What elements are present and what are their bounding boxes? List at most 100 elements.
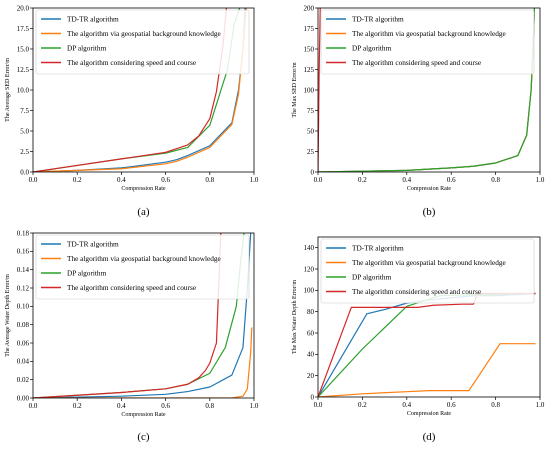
y-tick-label: 50 — [307, 127, 315, 135]
x-tick-label: 0.0 — [314, 401, 323, 409]
legend-label-1: TD-TR algorithm — [352, 244, 404, 253]
x-tick-label: 0.8 — [491, 401, 500, 409]
series-line-2 — [318, 343, 536, 397]
y-tick-label: 0.00 — [17, 394, 30, 402]
y-tick-label: 15.0 — [17, 45, 30, 53]
x-tick-label: 0.8 — [205, 176, 214, 184]
x-tick-label: 0.0 — [314, 176, 323, 184]
legend-label-3: DP algorithm — [352, 273, 392, 282]
chart-svg-d: 0.0 0.2 0.4 0.6 0.8 1.0 0 20 40 60 80 100 120 140 Comp… — [292, 236, 545, 443]
x-tick-label: 0.0 — [29, 176, 38, 184]
x-tick-label: 1.0 — [250, 402, 259, 410]
legend-label-2: The algorithm via geospatial background … — [352, 258, 506, 267]
legend-box — [35, 9, 250, 75]
x-tick-label: 0.4 — [402, 176, 411, 184]
y-tick-label: 12.5 — [17, 66, 30, 74]
y-tick-label: 0.16 — [17, 248, 30, 256]
legend-label-4: The algorithm considering speed and cour… — [352, 58, 481, 67]
y-tick-label: 25 — [307, 148, 315, 156]
chart-svg-c: 0.0 0.2 0.4 0.6 0.8 1.0 0.00 0.02 0.04 0.06 0.08 0.… — [5, 229, 259, 443]
chart-panel-c: 0.0 0.2 0.4 0.6 0.8 1.0 0.00 0.02 0.04 0.06 0.08 0.… — [0, 225, 275, 449]
legend-label-3: DP algorithm — [352, 44, 392, 53]
legend-label-1: TD-TR algorithm — [67, 240, 119, 249]
y-tick-label: 150 — [304, 45, 315, 53]
legend-label-2: The algorithm via geospatial background … — [352, 29, 506, 38]
legend-label-1: TD-TR algorithm — [67, 15, 119, 24]
x-axis-title: Compression Rate — [121, 186, 165, 192]
y-tick-label: 0.06 — [17, 339, 30, 347]
panel-label: (d) — [423, 431, 436, 443]
y-tick-label: 175 — [304, 25, 315, 33]
chart-svg-a: 0.0 0.2 0.4 0.6 0.8 1.0 0.0 2.5 5.0 7.5 10.0 12.5 15… — [5, 4, 259, 218]
y-axis-title: The Max Water Depth Error/m — [292, 280, 298, 354]
y-tick-label: 0.08 — [17, 321, 30, 329]
chart-svg-b: 0.0 0.2 0.4 0.6 0.8 1.0 0 25 50 75 100 125 150 175 200… — [292, 4, 545, 218]
y-tick-label: 0.14 — [17, 266, 30, 274]
x-tick-label: 0.4 — [402, 401, 411, 409]
legend-label-4: The algorithm considering speed and cour… — [67, 58, 196, 67]
y-tick-label: 20 — [307, 372, 315, 380]
y-tick-label: 10.0 — [17, 86, 30, 94]
x-tick-label: 0.6 — [161, 402, 170, 410]
y-tick-label: 2.5 — [20, 148, 29, 156]
y-tick-label: 125 — [304, 66, 315, 74]
y-tick-label: 200 — [304, 4, 315, 12]
legend-label-4: The algorithm considering speed and cour… — [352, 287, 481, 296]
y-axis-title: The Average Water Depth Error/m — [5, 274, 11, 357]
plot-frame — [317, 236, 541, 398]
x-tick-label: 1.0 — [536, 401, 545, 409]
x-tick-label: 0.2 — [73, 176, 82, 184]
x-tick-label: 0.6 — [447, 176, 456, 184]
y-tick-label: 17.5 — [17, 25, 30, 33]
panel-label: (c) — [137, 431, 150, 443]
panel-label: (a) — [137, 206, 150, 218]
plot-frame — [32, 232, 255, 399]
series-group — [318, 292, 536, 397]
series-line-2 — [33, 327, 253, 398]
y-tick-label: 5.0 — [20, 127, 29, 135]
y-tick-label: 140 — [304, 244, 315, 252]
y-tick-label: 0.18 — [17, 229, 30, 237]
series-line-1 — [33, 233, 252, 398]
y-tick-label: 40 — [307, 351, 315, 359]
chart-panel-d: 0.0 0.2 0.4 0.6 0.8 1.0 0 20 40 60 80 100 120 140 Comp… — [275, 225, 550, 449]
y-tick-label: 0.0 — [20, 168, 29, 176]
x-tick-label: 1.0 — [250, 176, 259, 184]
chart-panel-a: 0.0 0.2 0.4 0.6 0.8 1.0 0.0 2.5 5.0 7.5 10.0 12.5 15… — [0, 0, 275, 224]
x-tick-label: 0.0 — [29, 402, 38, 410]
legend-label-3: DP algorithm — [67, 269, 107, 278]
y-axis-title: The Max SED Error/m — [292, 62, 298, 117]
x-tick-label: 0.2 — [358, 176, 367, 184]
legend-label-2: The algorithm via geospatial background … — [67, 29, 221, 38]
y-tick-label: 75 — [307, 107, 315, 115]
x-tick-label: 0.4 — [117, 176, 126, 184]
x-tick-label: 0.8 — [205, 402, 214, 410]
panel-label: (b) — [423, 206, 436, 218]
legend-label-4: The algorithm considering speed and cour… — [67, 283, 196, 292]
x-axis-title: Compression Rate — [121, 412, 165, 418]
x-tick-label: 1.0 — [536, 176, 545, 184]
series-line-2 — [33, 8, 247, 172]
y-tick-label: 100 — [304, 86, 315, 94]
y-tick-label: 0 — [311, 168, 315, 176]
y-axis-title: The Average SED Error/m — [5, 58, 11, 122]
legend-label-1: TD-TR algorithm — [352, 15, 404, 24]
legend-box — [320, 238, 535, 304]
x-axis-title: Compression Rate — [407, 186, 451, 192]
y-tick-label: 60 — [307, 329, 315, 337]
x-tick-label: 0.6 — [447, 401, 456, 409]
y-tick-label: 0 — [311, 393, 315, 401]
y-tick-label: 80 — [307, 308, 315, 316]
legend-label-2: The algorithm via geospatial background … — [67, 254, 221, 263]
y-tick-label: 0.10 — [17, 303, 30, 311]
series-line-4 — [318, 292, 536, 397]
x-axis-title: Compression Rate — [407, 411, 451, 417]
chart-panel-b: 0.0 0.2 0.4 0.6 0.8 1.0 0 25 50 75 100 125 150 175 200… — [275, 0, 550, 224]
legend-box — [35, 234, 250, 300]
x-tick-label: 0.6 — [161, 176, 170, 184]
y-tick-label: 0.04 — [17, 358, 30, 366]
x-tick-label: 0.8 — [491, 176, 500, 184]
legend-label-3: DP algorithm — [67, 44, 107, 53]
x-tick-label: 0.4 — [117, 402, 126, 410]
